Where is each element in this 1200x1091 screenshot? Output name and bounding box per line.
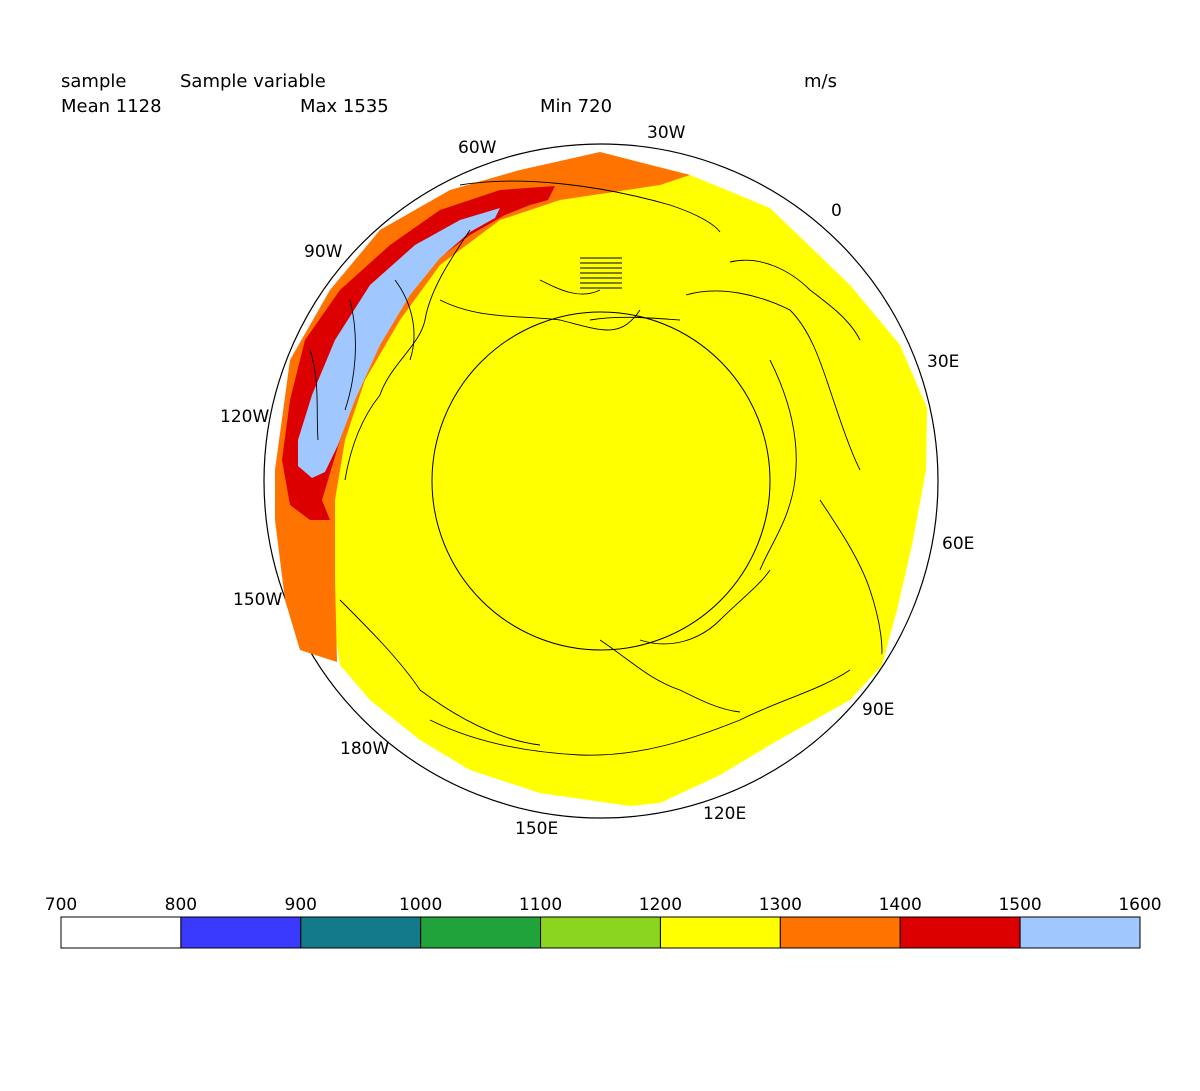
- lon-label-150e: 150E: [515, 819, 558, 839]
- colorbar-tick-label: 800: [165, 895, 197, 915]
- lon-label-120w: 120W: [220, 407, 269, 427]
- colorbar-tick-label: 1200: [639, 895, 682, 915]
- inner-latitude-circle: [431, 311, 771, 651]
- lon-label-180w: 180W: [340, 739, 389, 759]
- colorbar-tick-label: 1300: [759, 895, 802, 915]
- colorbar-swatch: [420, 916, 542, 949]
- variable-name: sample: [61, 71, 127, 92]
- lon-label-90w: 90W: [304, 242, 343, 262]
- variable-long-name: Sample variable: [180, 71, 326, 92]
- units-label: m/s: [804, 71, 837, 92]
- max-stat: Max 1535: [300, 96, 389, 117]
- colorbar: 700 800 900 1000 1100 1200 1300 1400 1500 1600: [45, 895, 1162, 949]
- colorbar-tick-label: 1500: [998, 895, 1041, 915]
- colorbar-tick-label: 1100: [519, 895, 562, 915]
- coastlines: [309, 180, 883, 756]
- field-1500-1600: [298, 208, 500, 478]
- colorbar-swatch: [779, 916, 901, 949]
- lon-label-120e: 120E: [703, 804, 746, 824]
- lon-label-30e: 30E: [927, 352, 959, 372]
- colorbar-swatch: [899, 916, 1021, 949]
- colorbar-tick-label: 700: [45, 895, 77, 915]
- projection-boundary: [263, 143, 939, 819]
- lon-label-90e: 90E: [862, 700, 894, 720]
- lon-label-30w: 30W: [647, 123, 686, 143]
- colorbar-tick-label: 1000: [399, 895, 442, 915]
- lon-label-60e: 60E: [942, 534, 974, 554]
- field-1200-1300: [322, 152, 927, 806]
- lon-label-150w: 150W: [233, 590, 282, 610]
- colorbar-swatch: [180, 916, 302, 949]
- grid-marks: [580, 257, 622, 289]
- colorbar-swatch: [1019, 916, 1141, 949]
- colorbar-swatch: [300, 916, 422, 949]
- colorbar-swatch: [540, 916, 661, 949]
- colorbar-tick-label: 1600: [1118, 895, 1161, 915]
- colorbar-tick-label: 1400: [879, 895, 922, 915]
- mean-stat: Mean 1128: [61, 96, 162, 117]
- lon-label-0: 0: [831, 201, 842, 221]
- colorbar-swatch: [659, 916, 781, 949]
- polar-map: 60W 30W 0 90W 30E 120W 60E 150W 90E 180W…: [220, 123, 974, 839]
- colorbar-swatch: [60, 916, 182, 949]
- lon-label-60w: 60W: [458, 138, 497, 158]
- colorbar-tick-label: 900: [285, 895, 317, 915]
- min-stat: Min 720: [540, 96, 613, 117]
